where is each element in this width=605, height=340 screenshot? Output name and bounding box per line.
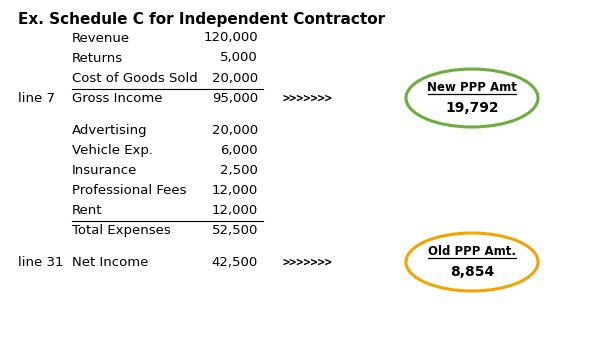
Text: 42,500: 42,500 (212, 255, 258, 269)
Text: Insurance: Insurance (72, 164, 137, 176)
Text: 120,000: 120,000 (203, 32, 258, 45)
Text: 95,000: 95,000 (212, 91, 258, 104)
Text: 52,500: 52,500 (212, 223, 258, 237)
Text: Total Expenses: Total Expenses (72, 223, 171, 237)
Text: 8,854: 8,854 (450, 265, 494, 279)
Text: >>>>>>>: >>>>>>> (283, 255, 333, 269)
Text: 20,000: 20,000 (212, 123, 258, 136)
Text: 5,000: 5,000 (220, 51, 258, 65)
Text: Old PPP Amt.: Old PPP Amt. (428, 244, 516, 257)
Text: 12,000: 12,000 (212, 204, 258, 217)
Text: line 7: line 7 (18, 91, 55, 104)
Text: Revenue: Revenue (72, 32, 130, 45)
Text: Returns: Returns (72, 51, 123, 65)
Text: 6,000: 6,000 (220, 143, 258, 156)
Text: Professional Fees: Professional Fees (72, 184, 186, 197)
Text: 12,000: 12,000 (212, 184, 258, 197)
Text: 19,792: 19,792 (445, 101, 499, 115)
Text: Advertising: Advertising (72, 123, 148, 136)
Text: >>>>>>>: >>>>>>> (283, 91, 333, 104)
Text: New PPP Amt: New PPP Amt (427, 81, 517, 94)
Text: Cost of Goods Sold: Cost of Goods Sold (72, 71, 198, 85)
Text: line 31: line 31 (18, 255, 64, 269)
Text: Ex. Schedule C for Independent Contractor: Ex. Schedule C for Independent Contracto… (18, 12, 385, 27)
Text: 2,500: 2,500 (220, 164, 258, 176)
Text: Rent: Rent (72, 204, 102, 217)
Text: 20,000: 20,000 (212, 71, 258, 85)
Text: Vehicle Exp.: Vehicle Exp. (72, 143, 153, 156)
Text: Net Income: Net Income (72, 255, 148, 269)
Text: Gross Income: Gross Income (72, 91, 163, 104)
